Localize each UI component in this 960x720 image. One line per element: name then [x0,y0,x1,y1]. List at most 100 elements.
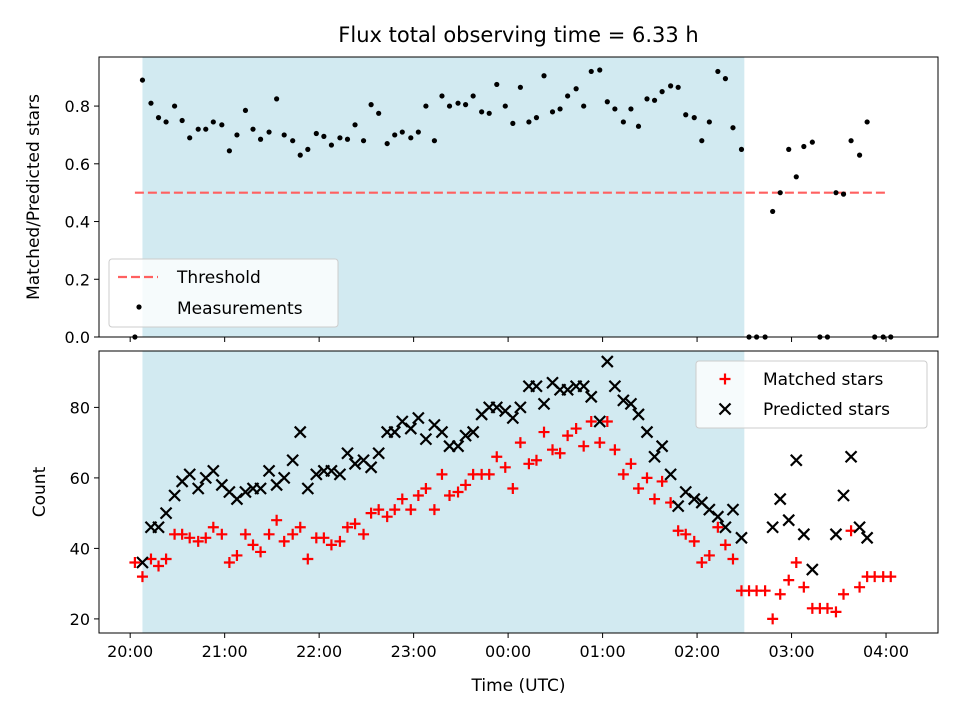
measurement-point [139,77,146,83]
matched-stars-points [129,416,897,625]
predicted-star-point [608,379,622,393]
measurement-point [675,84,681,90]
matched-star-point [767,613,779,625]
measurement-point [620,119,626,125]
bottom-y-tick-label: 60 [70,469,90,488]
measurement-point [581,103,587,109]
matched-star-point [854,581,866,593]
measurement-point [155,115,162,121]
matched-star-point [719,539,731,551]
bottom-observing-window-shade [142,351,745,633]
predicted-star-point [593,415,607,428]
predicted-star-point [301,482,315,495]
measurement-point [848,138,854,144]
matched-star-point [547,444,559,456]
measurement-point [486,110,492,116]
measurement-point [226,148,232,154]
measurement-point [313,130,319,137]
bottom-y-tick-label: 80 [70,398,90,417]
measurement-point [502,103,508,109]
measurement-point [179,117,185,124]
x-tick-label: 23:00 [391,642,437,661]
measurement-point [557,106,563,112]
predicted-star-point [136,556,149,569]
matched-star-point [821,602,833,614]
matched-star-point [223,557,235,568]
matched-star-point [885,571,897,583]
measurement-point [612,106,618,112]
measurement-point [187,135,193,141]
measurement-point [321,133,327,139]
bottom-shaded-region [142,351,745,633]
predicted-star-point [254,482,267,495]
x-tick-label: 03:00 [768,642,814,661]
matched-star-point [381,511,393,523]
predicted-star-point [159,506,173,520]
predicted-star-point [664,468,677,481]
bottom-y-tick-label: 40 [70,539,90,558]
predicted-star-point [837,489,850,502]
measurement-point [163,119,169,125]
matched-star-point [341,521,353,533]
matched-star-point [499,461,511,473]
top-y-tick-label: 0.2 [65,270,90,289]
matched-star-point [594,437,606,449]
matched-star-point [255,546,267,558]
top-y-tick-label: 0.8 [65,97,90,116]
matched-star-point [491,451,503,463]
measurement-point [628,106,634,112]
x-tick-label: 20:00 [107,642,153,661]
matched-star-point [774,588,786,600]
matched-star-point [129,557,141,568]
matched-star-point [625,458,637,470]
predicted-star-point [640,425,654,439]
predicted-star-point [372,446,385,460]
matched-star-point [790,557,802,568]
legend-predicted-swatch [718,402,732,416]
measurement-point [635,123,642,129]
matched-star-point [349,518,361,530]
matched-star-point [649,493,661,505]
measurement-point [541,73,547,79]
top-legend-box [108,258,339,328]
matched-star-point [830,606,842,618]
measurement-point [360,138,367,144]
predicted-star-point [601,355,614,368]
matched-star-point [460,479,472,491]
matched-star-point [523,458,535,470]
bottom-panel: 20 40 60 80 20:00 21:00 22:00 23:00 00:00 01:00 0… [30,350,939,696]
legend-measurements-label: Measurements [177,299,303,319]
measurement-point [699,138,705,144]
predicted-star-point [490,401,504,414]
measurement-point [668,83,674,89]
predicted-star-point [632,408,645,421]
measurement-point [526,119,532,125]
predicted-star-point [191,482,205,495]
measurement-point [651,97,658,103]
predicted-star-point [537,397,551,411]
measurement-point [494,81,500,88]
predicted-star-point [459,429,472,442]
measurement-point [210,119,216,125]
predicted-star-point [860,531,874,545]
measurement-point [376,110,382,116]
x-tick-label: 04:00 [863,642,909,661]
predicted-star-point [341,446,354,460]
predicted-star-point [648,450,661,464]
matched-star-point [514,437,526,449]
measurement-point [148,100,154,106]
measurement-point [290,138,296,144]
measurement-point [777,190,783,196]
measurement-point [352,122,358,128]
measurement-point [297,152,303,158]
top-panel: 0.00.20.40.60.8 Matched/Predicted stars … [24,56,939,347]
matched-star-point [554,447,566,459]
bottom-legend-box [695,360,928,429]
measurement-point [730,125,736,131]
predicted-star-point [207,464,220,478]
legend-measurements-swatch [136,304,142,310]
measurement-point [408,135,414,141]
matched-star-point [302,553,314,565]
measurement-point [344,136,351,142]
